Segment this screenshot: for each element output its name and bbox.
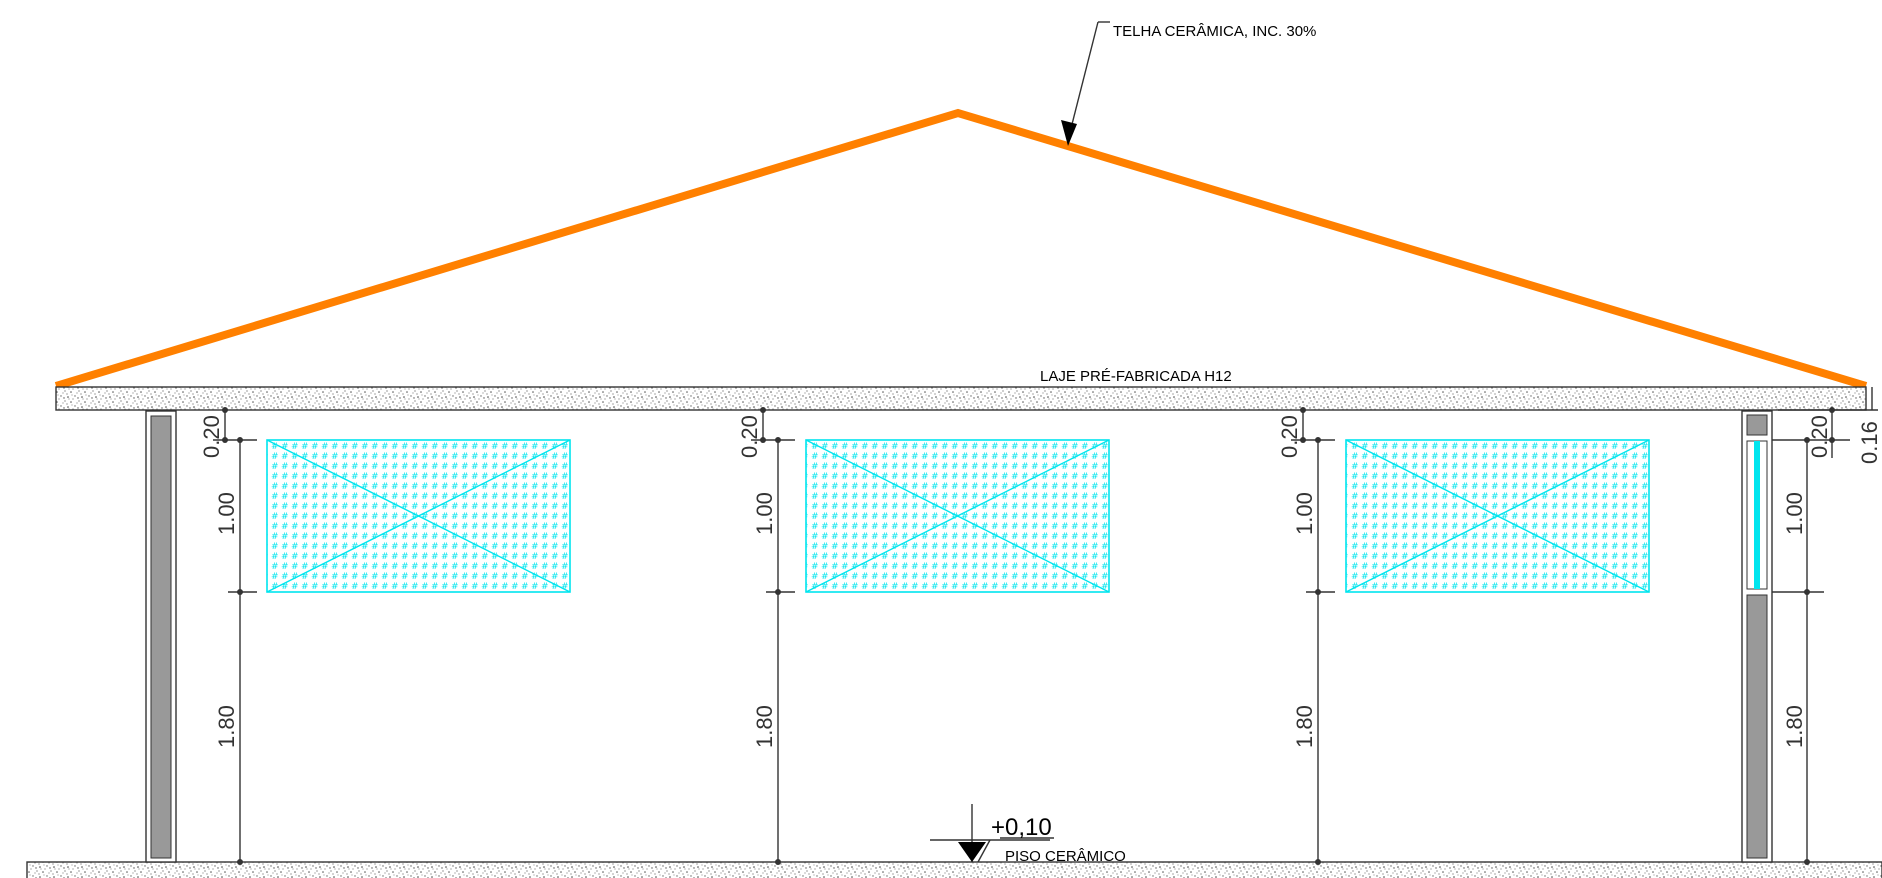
window-3 bbox=[1345, 439, 1650, 593]
roof-leader bbox=[1061, 21, 1110, 146]
dimension-chain-3 bbox=[1291, 407, 1335, 865]
dim-lintel-3: 0.20 bbox=[1277, 415, 1302, 458]
dim-window-3: 1.00 bbox=[1292, 492, 1317, 535]
slab-annotation: LAJE PRÉ-FABRICADA H12 bbox=[1040, 368, 1232, 385]
floor-annotation: PISO CERÂMICO bbox=[1005, 848, 1126, 865]
window-1 bbox=[266, 439, 571, 593]
dim-sill-1: 1.80 bbox=[214, 705, 239, 748]
dim-sill-2: 1.80 bbox=[752, 705, 777, 748]
floor-level-marker bbox=[930, 804, 1054, 863]
dim-top-right: 0.16 bbox=[1857, 421, 1882, 464]
left-wall bbox=[145, 410, 177, 863]
floor-slab bbox=[26, 861, 1882, 878]
right-wall bbox=[1741, 410, 1773, 863]
dim-sill-3: 1.80 bbox=[1292, 705, 1317, 748]
roof-annotation: TELHA CERÂMICA, INC. 30% bbox=[1113, 23, 1316, 40]
floor-level-label: +0,10 bbox=[991, 814, 1052, 841]
dim-lintel-2: 0.20 bbox=[737, 415, 762, 458]
dim-window-2: 1.00 bbox=[752, 492, 777, 535]
dim-window-1: 1.00 bbox=[214, 492, 239, 535]
dimension-chain-right bbox=[1772, 387, 1878, 865]
dim-lintel-right: 0.20 bbox=[1807, 415, 1832, 458]
window-2 bbox=[805, 439, 1110, 593]
dim-lintel-1: 0.20 bbox=[199, 415, 224, 458]
dim-sill-right: 1.80 bbox=[1782, 705, 1807, 748]
dimension-chain-1 bbox=[213, 407, 257, 865]
roof-line bbox=[54, 108, 1868, 390]
roof-slab bbox=[55, 386, 1867, 411]
dimension-chain-2 bbox=[751, 407, 795, 865]
dim-window-right: 1.00 bbox=[1782, 492, 1807, 535]
